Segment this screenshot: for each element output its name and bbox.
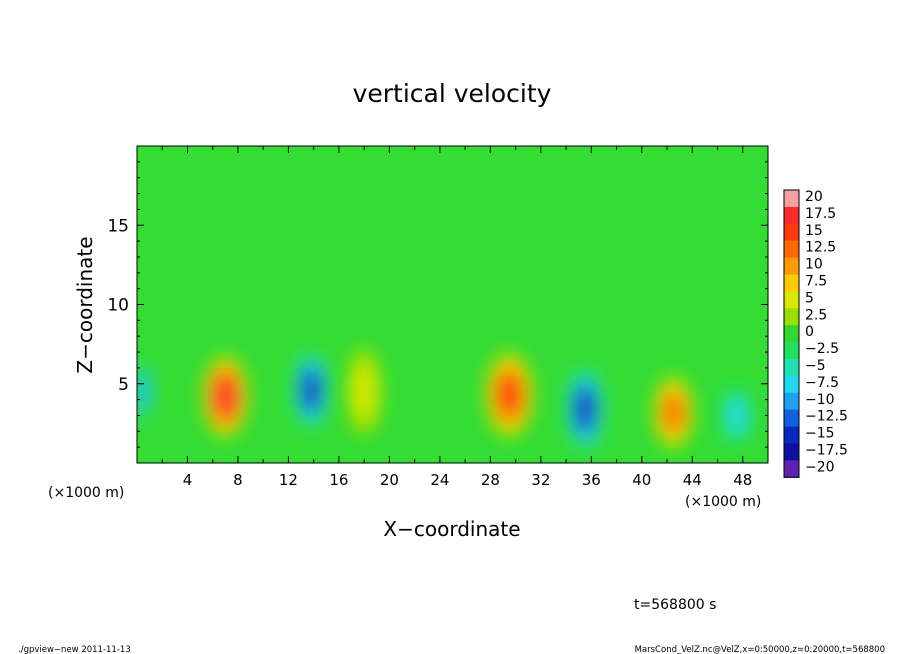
colorbar-frame <box>783 189 800 478</box>
colorbar-label: −7.5 <box>805 375 839 391</box>
colorbar-swatch <box>784 409 799 428</box>
x-axis-label: X−coordinate <box>383 517 520 541</box>
y-axis-ticks: 5 10 15 <box>107 161 768 448</box>
colorbar-swatch <box>784 443 799 461</box>
heatmap-cell <box>721 386 752 444</box>
colorbar-label: −12.5 <box>805 409 848 425</box>
y-tick-label: 15 <box>107 216 129 236</box>
x-tick-label: 32 <box>531 471 550 489</box>
x-tick-label: 12 <box>279 471 298 489</box>
colorbar-label: 10 <box>805 257 823 273</box>
colorbar-label: 7.5 <box>805 274 827 290</box>
x-axis-ticks: 4 8 12 16 20 24 28 32 36 40 44 48 <box>161 146 752 489</box>
y-tick-label: 10 <box>107 296 129 316</box>
colorbar-label: −2.5 <box>805 341 839 357</box>
footer-left: ./gpview−new 2011-11-13 <box>18 645 131 654</box>
colorbar-swatch <box>784 460 799 478</box>
colorbar-swatch <box>784 426 799 444</box>
colorbar-label: −15 <box>805 426 835 442</box>
colorbar-swatch <box>784 190 799 208</box>
colorbar-swatch <box>784 392 799 411</box>
x-unit-left: (×1000 m) <box>48 485 124 501</box>
colorbar-swatch <box>784 291 799 309</box>
heatmap-cell <box>485 352 534 438</box>
colorbar-swatch <box>784 375 799 394</box>
colorbar-swatch <box>784 325 799 343</box>
colorbar-label: 15 <box>805 223 823 239</box>
chart-title: vertical velocity <box>353 79 552 108</box>
colorbar-swatch <box>784 342 799 360</box>
heatmap-cell <box>566 367 604 451</box>
y-tick-label: 5 <box>118 375 129 395</box>
heatmap-cell <box>653 375 694 449</box>
colorbar-label: 2.5 <box>805 307 827 323</box>
footer-right: MarsCond_VelZ.nc@VelZ,x=0:50000,z=0:2000… <box>635 645 885 654</box>
colorbar-swatch <box>784 274 799 292</box>
colorbar-label: 20 <box>805 189 823 205</box>
colorbar-label: −10 <box>805 392 835 408</box>
colorbar-swatch <box>784 308 799 326</box>
x-tick-label: 16 <box>329 471 348 489</box>
colorbar-label: 12.5 <box>805 240 836 256</box>
x-tick-label: 20 <box>380 471 399 489</box>
heatmap-cell <box>202 355 249 438</box>
x-tick-label: 28 <box>481 471 500 489</box>
x-tick-label: 24 <box>430 471 449 489</box>
x-tick-label: 36 <box>582 471 601 489</box>
colorbar-swatch <box>784 257 799 275</box>
heatmap-cell <box>137 363 153 421</box>
colorbar-label: −17.5 <box>805 443 848 459</box>
colorbar-label: −20 <box>805 459 835 475</box>
time-annotation: t=568800 s <box>634 597 716 613</box>
colorbar-swatch <box>784 359 799 377</box>
x-tick-label: 4 <box>183 471 193 489</box>
x-tick-label: 44 <box>683 471 702 489</box>
colorbar-swatch <box>784 223 799 242</box>
heatmap-cell <box>346 347 382 437</box>
x-unit-right: (×1000 m) <box>685 494 761 510</box>
x-tick-label: 8 <box>233 471 243 489</box>
colorbar-label: −5 <box>805 358 826 374</box>
colorbar-label: 5 <box>805 290 814 306</box>
x-tick-label: 40 <box>632 471 651 489</box>
x-tick-label: 48 <box>733 471 752 489</box>
colorbar-swatch <box>784 240 799 259</box>
colorbar: 2017.51512.5107.552.50−2.5−5−7.5−10−12.5… <box>783 189 848 478</box>
y-axis-label: Z−coordinate <box>73 236 97 373</box>
heatmap-cells <box>137 347 752 451</box>
colorbar-label: 17.5 <box>805 206 836 222</box>
heatmap-cell <box>293 352 329 429</box>
colorbar-label: 0 <box>805 324 814 340</box>
colorbar-swatch <box>784 206 799 225</box>
